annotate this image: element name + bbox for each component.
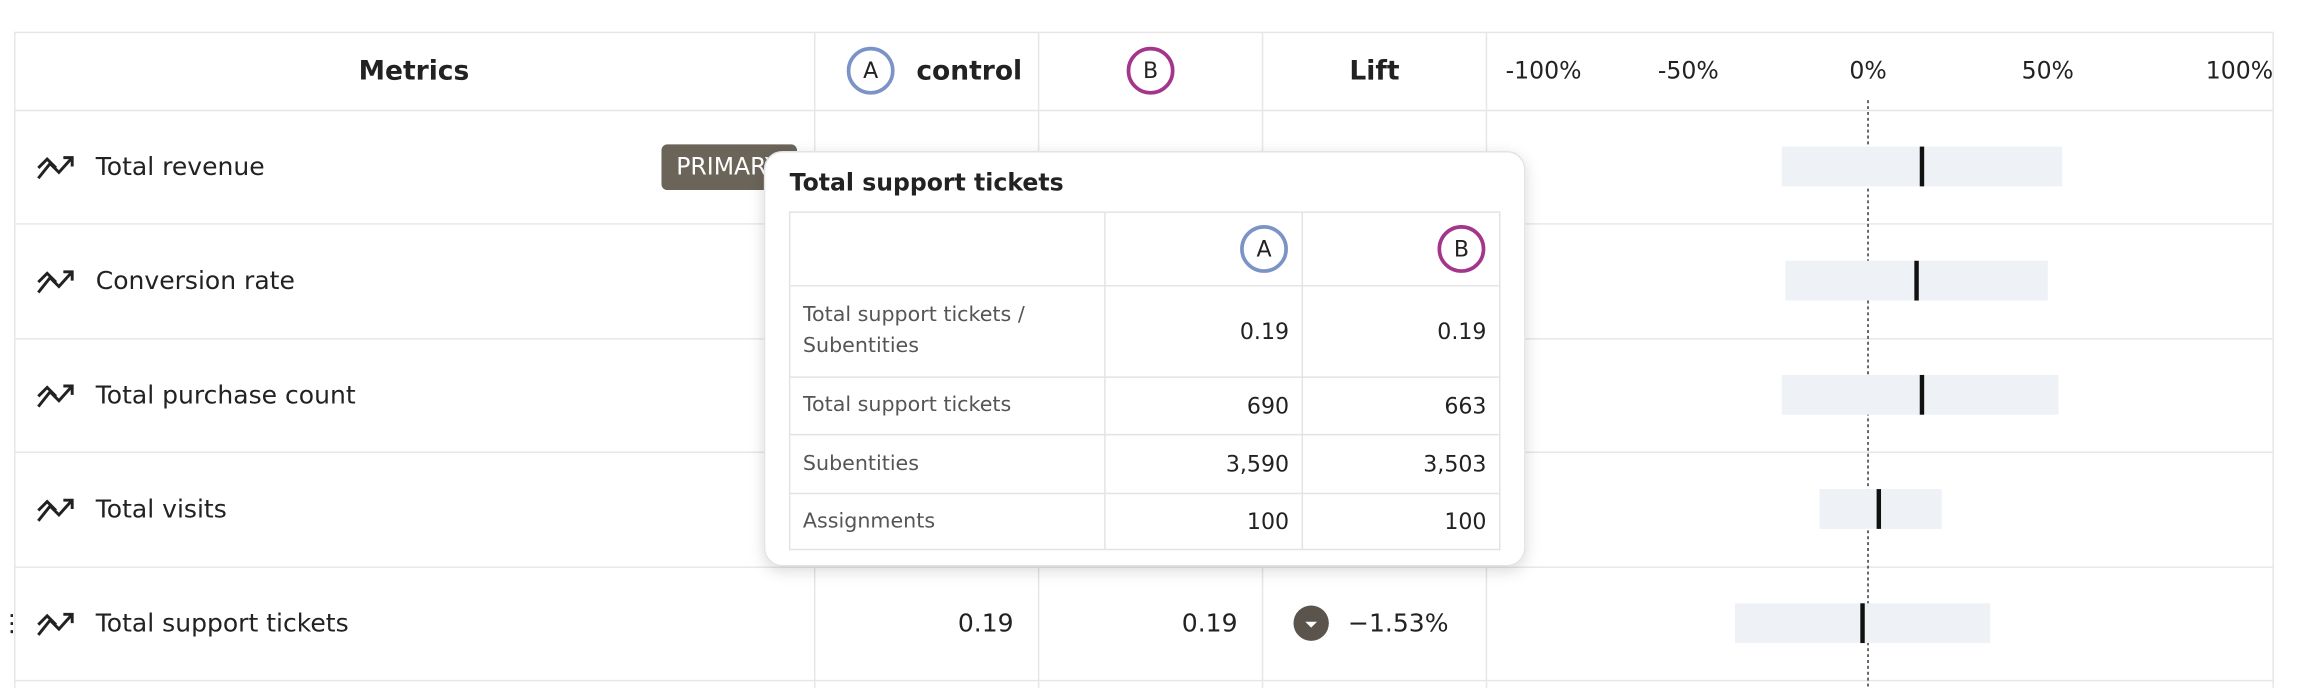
axis-tick-label: 0% (1849, 57, 1886, 85)
metric-icon (37, 270, 74, 294)
badge-a (1240, 225, 1288, 273)
drag-handle[interactable]: ⋮ (0, 609, 24, 637)
estimate-mark (1919, 374, 1925, 415)
tooltip-value: 0.19 (1437, 319, 1486, 345)
tooltip-lines (789, 212, 1500, 550)
tooltip-col-a: A (1256, 236, 1271, 262)
metric-name: Total visits (95, 494, 227, 523)
metric-icon (37, 384, 74, 408)
treatment-value: 0.19 (1182, 609, 1238, 638)
tooltip-value: 100 (1444, 509, 1486, 535)
tooltip-row-label-box: Subentities (802, 451, 920, 476)
tooltip: Total support tickets A B Total support … (763, 151, 1526, 567)
tooltip-row-label: Total support tickets / Subentities (802, 303, 1025, 358)
tooltip-value: 3,590 (1226, 452, 1289, 478)
estimate-mark (1914, 260, 1919, 301)
estimate-mark (1876, 489, 1882, 529)
estimate-mark (1860, 603, 1865, 644)
metric-name: Total revenue (95, 152, 265, 181)
tooltip-col-b: B (1454, 236, 1469, 262)
rows: Total revenue PRIMARY Conversion rate Total… (37, 100, 2063, 688)
badge-b (1437, 225, 1486, 273)
primary-badge (661, 144, 798, 191)
tooltip-title: Total support tickets (790, 169, 1064, 197)
tooltip-row-label: Assignments (802, 509, 936, 533)
tooltip-value: 663 (1444, 393, 1486, 419)
control-value: 0.19 (958, 609, 1014, 638)
tooltip-value: 3,503 (1423, 452, 1486, 478)
tooltip-value: 0.19 (1240, 319, 1289, 345)
lift-value: −1.53% (1348, 609, 1449, 638)
tooltip-row-label-box: Total support tickets / Subentities (802, 303, 1025, 358)
badge-a-text: A (863, 58, 878, 84)
badge-b (1126, 46, 1175, 95)
metric-icon (37, 156, 74, 180)
estimate-mark (1919, 146, 1925, 187)
primary-badge-text: PRIMARY (676, 152, 780, 180)
tooltip-row-label-box: Assignments (802, 509, 936, 533)
header-control: control (916, 56, 1022, 87)
axis-tick-label: 50% (2022, 57, 2074, 85)
axis-tick-label: -50% (1658, 57, 1719, 85)
metric-icon (37, 612, 74, 636)
header-lift: Lift (1349, 56, 1399, 87)
badge-b-text: B (1143, 58, 1158, 84)
header-metrics: Metrics (359, 56, 470, 87)
metric-name: Total purchase count (95, 380, 356, 409)
metric-name: Conversion rate (96, 266, 295, 295)
tooltip-value: 100 (1247, 509, 1289, 535)
tooltip-row-label: Subentities (802, 451, 920, 476)
tooltip-row-label-box: Total support tickets (802, 393, 1012, 417)
metric-icon (37, 498, 74, 522)
badge-a (846, 46, 895, 95)
tooltip-row-label: Total support tickets (802, 393, 1012, 417)
axis-tick-label: -100% (1506, 57, 1582, 85)
lift-caret (1305, 621, 1318, 628)
metric-name: Total support tickets (95, 609, 349, 638)
tooltip-value: 690 (1247, 393, 1289, 419)
axis-tick-label: 100% (2206, 57, 2273, 85)
